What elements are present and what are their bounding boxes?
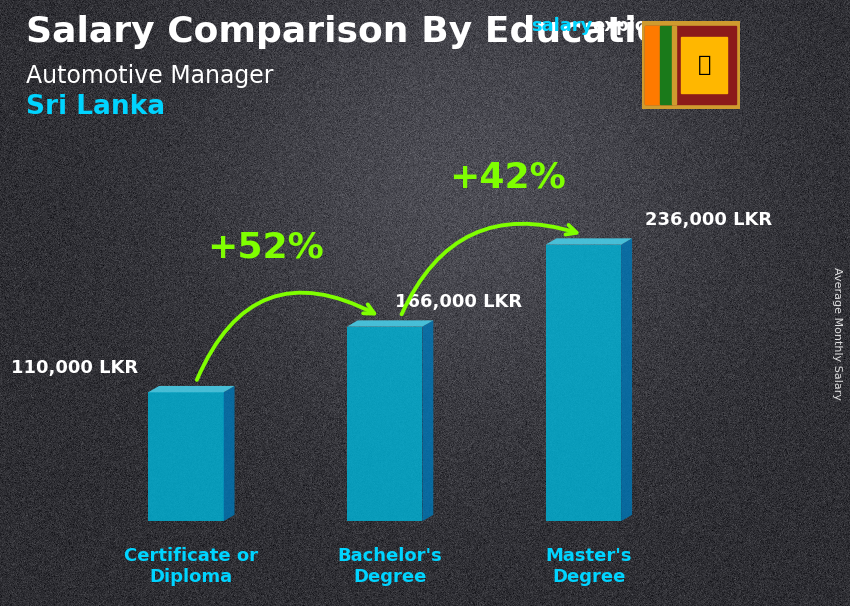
Text: explorer.com: explorer.com <box>592 17 723 35</box>
Polygon shape <box>148 386 235 392</box>
Text: Salary Comparison By Education: Salary Comparison By Education <box>26 15 687 49</box>
Polygon shape <box>347 321 434 327</box>
Polygon shape <box>645 26 736 104</box>
Text: Sri Lanka: Sri Lanka <box>26 94 165 120</box>
Text: +42%: +42% <box>450 161 566 195</box>
Text: salary: salary <box>531 17 592 35</box>
Text: 110,000 LKR: 110,000 LKR <box>11 359 138 376</box>
Polygon shape <box>621 238 632 521</box>
Polygon shape <box>546 245 621 521</box>
Polygon shape <box>681 37 728 93</box>
Text: Master's
Degree: Master's Degree <box>546 547 632 586</box>
Polygon shape <box>347 327 422 521</box>
Text: 🦁: 🦁 <box>697 55 711 75</box>
Text: 236,000 LKR: 236,000 LKR <box>645 211 772 229</box>
Polygon shape <box>660 26 672 104</box>
Text: Bachelor's
Degree: Bachelor's Degree <box>337 547 443 586</box>
Text: +52%: +52% <box>207 231 324 265</box>
Polygon shape <box>672 26 676 104</box>
Text: Average Monthly Salary: Average Monthly Salary <box>832 267 842 400</box>
Polygon shape <box>642 21 740 109</box>
Text: Automotive Manager: Automotive Manager <box>26 64 273 88</box>
Text: 166,000 LKR: 166,000 LKR <box>394 293 522 311</box>
Text: Certificate or
Diploma: Certificate or Diploma <box>124 547 258 586</box>
Polygon shape <box>224 386 235 521</box>
Polygon shape <box>546 238 632 245</box>
Polygon shape <box>148 392 224 521</box>
Polygon shape <box>645 26 660 104</box>
Polygon shape <box>422 321 434 521</box>
